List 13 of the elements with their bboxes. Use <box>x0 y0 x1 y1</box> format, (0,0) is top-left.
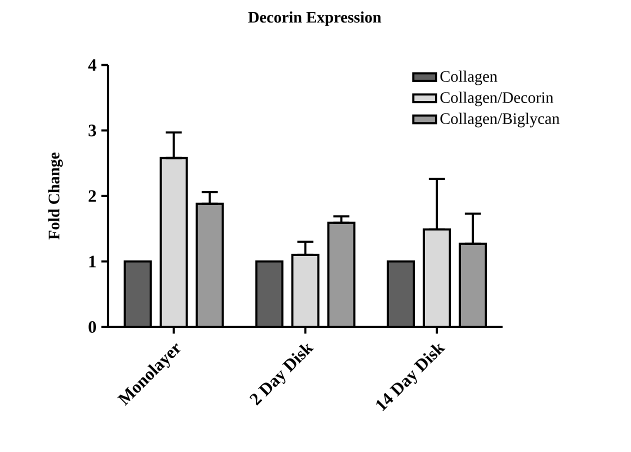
chart-title: Decorin Expression <box>248 11 382 26</box>
y-tick-label: 1 <box>89 256 96 268</box>
y-tick-label: 3 <box>88 124 96 136</box>
legend-label: Collagen <box>440 70 498 86</box>
legend-label: Collagen/Biglycan <box>440 112 560 128</box>
bar <box>292 254 318 327</box>
bar <box>256 261 282 327</box>
y-tick-label: 0 <box>88 321 96 333</box>
y-tick-label: 2 <box>88 190 96 202</box>
y-axis-title: Fold Change <box>48 152 63 240</box>
y-tick-label: 4 <box>88 59 96 71</box>
legend-label: Collagen/Decorin <box>440 92 554 106</box>
bar <box>328 222 354 327</box>
